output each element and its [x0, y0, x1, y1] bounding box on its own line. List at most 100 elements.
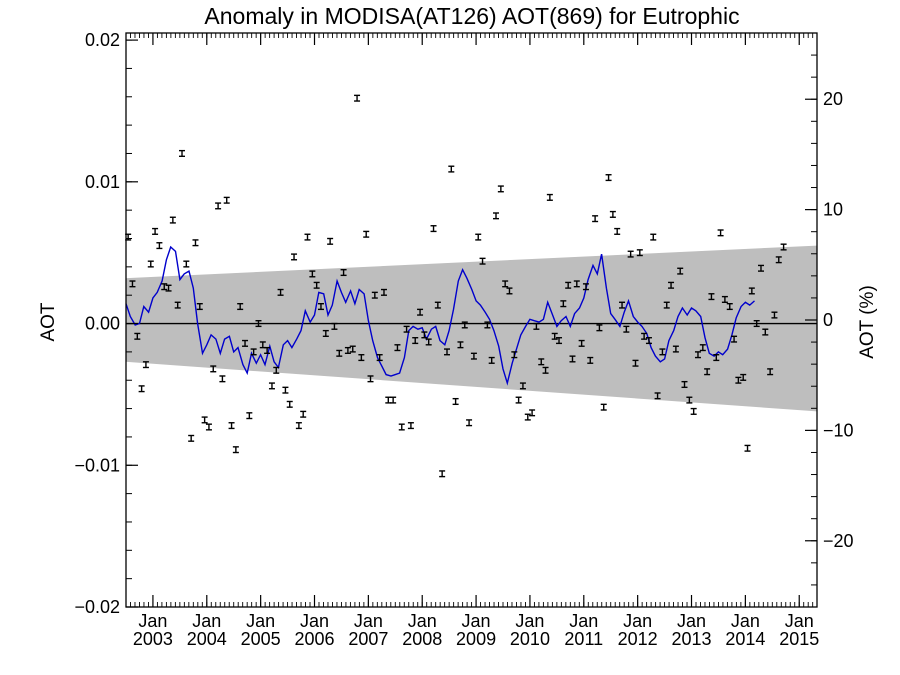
data-point — [286, 400, 293, 408]
data-point — [156, 242, 163, 250]
data-point — [380, 288, 387, 296]
data-point — [694, 351, 701, 359]
data-point — [735, 376, 742, 384]
data-point — [654, 392, 661, 400]
y-tick-label-right: 0 — [823, 310, 833, 330]
data-point — [309, 270, 316, 278]
data-point — [515, 396, 522, 404]
data-point — [376, 354, 383, 362]
data-point — [138, 385, 145, 393]
data-point — [196, 303, 203, 311]
x-tick-label-year: 2010 — [510, 629, 550, 649]
data-point — [488, 356, 495, 364]
confidence-band-layer — [126, 245, 817, 412]
x-tick-label-year: 2008 — [402, 629, 442, 649]
x-tick-label-year: 2003 — [133, 629, 173, 649]
data-point — [519, 382, 526, 390]
x-tick-label-month: Jan — [246, 611, 275, 631]
data-point — [780, 243, 787, 251]
data-point — [744, 444, 751, 452]
data-point — [596, 324, 603, 332]
data-point — [192, 239, 199, 247]
data-point — [704, 368, 711, 376]
x-tick-label-month: Jan — [462, 611, 491, 631]
data-point — [223, 196, 230, 204]
data-point — [609, 210, 616, 218]
data-point — [264, 346, 271, 355]
data-point — [484, 321, 491, 329]
data-point — [690, 407, 697, 415]
data-point — [632, 359, 639, 367]
y-tick-label-left: 0.02 — [85, 30, 120, 50]
data-point — [134, 332, 141, 340]
data-point — [524, 413, 531, 421]
y-tick-label-right: −10 — [823, 420, 854, 440]
data-point — [152, 227, 159, 235]
x-tick-label-month: Jan — [300, 611, 329, 631]
data-point — [349, 345, 356, 353]
data-point — [363, 230, 370, 238]
data-point — [291, 253, 298, 261]
data-point — [452, 397, 459, 406]
data-point — [708, 293, 715, 301]
data-point — [169, 216, 176, 224]
data-point — [721, 295, 728, 303]
data-point — [641, 332, 648, 340]
y-tick-label-right: 20 — [823, 89, 843, 109]
data-point — [327, 237, 334, 245]
data-point — [250, 348, 257, 356]
x-tick-label-month: Jan — [408, 611, 437, 631]
data-point — [165, 284, 172, 292]
data-point — [300, 410, 307, 418]
data-point — [421, 331, 428, 339]
x-tick-label-year: 2009 — [456, 629, 496, 649]
data-point — [726, 303, 733, 311]
data-point — [542, 366, 549, 374]
data-point — [502, 280, 509, 288]
x-tick-label-month: Jan — [354, 611, 383, 631]
data-point — [573, 280, 580, 288]
y-axis-label-right: AOT (%) — [857, 285, 878, 359]
x-tick-label-month: Jan — [785, 611, 814, 631]
data-point — [183, 260, 190, 268]
x-tick-label-year: 2013 — [671, 629, 711, 649]
data-point — [740, 373, 747, 381]
data-point — [762, 328, 769, 336]
data-point — [344, 346, 351, 355]
data-point — [179, 149, 186, 158]
data-point — [246, 412, 253, 420]
x-tick-label-year: 2007 — [348, 629, 388, 649]
data-point — [479, 257, 486, 265]
data-point — [582, 283, 589, 291]
data-point — [556, 337, 563, 345]
data-point — [475, 233, 482, 241]
x-tick-label-year: 2014 — [725, 629, 765, 649]
chart-title: Anomaly in MODISA(AT126) AOT(869) for Eu… — [204, 3, 739, 29]
data-point — [174, 301, 181, 309]
data-point — [493, 212, 500, 220]
data-point — [322, 329, 329, 337]
x-tick-label-year: 2005 — [241, 629, 281, 649]
data-point — [592, 215, 599, 223]
data-point — [713, 354, 720, 362]
data-point — [748, 287, 755, 295]
data-point — [295, 422, 302, 430]
data-point — [232, 446, 239, 454]
data-point — [461, 321, 468, 329]
x-tick-label-month: Jan — [515, 611, 544, 631]
data-point — [282, 386, 289, 394]
data-point — [623, 325, 630, 333]
data-point — [636, 249, 643, 257]
data-point — [546, 193, 553, 201]
data-point — [210, 365, 217, 373]
x-tick-label-year: 2012 — [618, 629, 658, 649]
x-tick-label-month: Jan — [677, 611, 706, 631]
data-point — [569, 355, 576, 363]
y-tick-label-left: −0.01 — [74, 455, 120, 475]
data-point — [686, 396, 693, 404]
data-point — [645, 337, 652, 345]
data-point — [614, 227, 621, 235]
data-point — [237, 303, 244, 311]
data-point — [506, 287, 513, 295]
data-points-layer — [125, 94, 787, 478]
